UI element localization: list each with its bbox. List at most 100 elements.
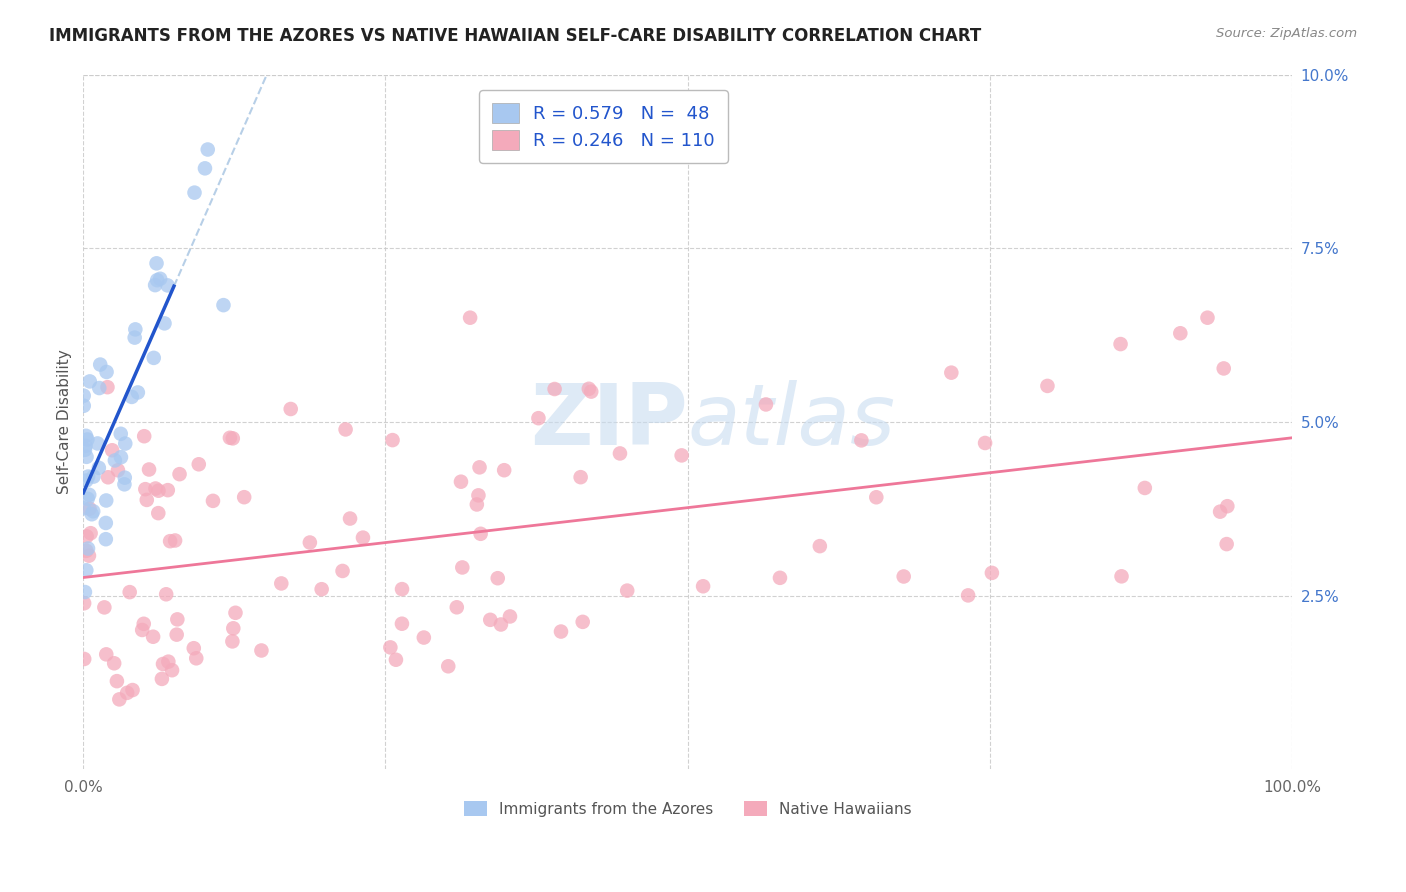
Point: [527, 411, 550, 425]
Point: [76, 491, 98, 506]
Point: [1109, 337, 1132, 351]
Point: [974, 436, 997, 450]
Point: [93, 600, 115, 615]
Point: [75, 429, 97, 443]
Point: [450, 475, 472, 489]
Point: [124, 322, 146, 336]
Point: [479, 613, 502, 627]
Point: [80, 508, 103, 522]
Point: [380, 640, 402, 655]
Point: [155, 587, 177, 601]
Point: [543, 382, 565, 396]
Point: [143, 278, 166, 293]
Point: [437, 659, 460, 673]
Point: [118, 585, 141, 599]
Point: [212, 298, 235, 312]
Point: [157, 655, 180, 669]
Point: [76, 450, 98, 464]
Point: [105, 674, 128, 689]
Point: [79, 526, 101, 541]
Point: [468, 460, 491, 475]
Point: [103, 657, 125, 671]
Point: [142, 630, 165, 644]
Point: [104, 453, 127, 467]
Point: [101, 443, 124, 458]
Point: [412, 631, 434, 645]
Point: [115, 686, 138, 700]
Point: [73, 501, 96, 516]
Point: [332, 564, 354, 578]
Point: [166, 612, 188, 626]
Point: [77, 541, 100, 556]
Text: Source: ZipAtlas.com: Source: ZipAtlas.com: [1216, 27, 1357, 40]
Point: [89, 358, 111, 372]
Point: [150, 672, 173, 686]
Y-axis label: Self-Care Disability: Self-Care Disability: [58, 350, 72, 494]
Point: [465, 498, 488, 512]
Text: ZIP: ZIP: [530, 380, 688, 464]
Point: [339, 511, 361, 525]
Point: [152, 657, 174, 671]
Point: [75, 543, 97, 558]
Point: [941, 366, 963, 380]
Point: [183, 641, 205, 656]
Point: [486, 571, 509, 585]
Point: [1209, 505, 1232, 519]
Point: [142, 351, 165, 365]
Point: [89, 381, 111, 395]
Point: [578, 382, 600, 396]
Point: [77, 469, 100, 483]
Text: atlas: atlas: [688, 380, 896, 464]
Point: [145, 256, 167, 270]
Point: [250, 643, 273, 657]
Point: [183, 186, 205, 200]
Point: [671, 449, 693, 463]
Point: [311, 582, 333, 597]
Point: [893, 569, 915, 583]
Point: [75, 474, 97, 488]
Point: [201, 494, 224, 508]
Point: [187, 457, 209, 471]
Point: [1212, 361, 1234, 376]
Point: [110, 450, 132, 465]
Point: [156, 483, 179, 497]
Point: [219, 431, 242, 445]
Point: [107, 463, 129, 477]
Point: [160, 663, 183, 677]
Point: [446, 600, 468, 615]
Point: [124, 330, 146, 344]
Point: [75, 563, 97, 577]
Point: [77, 549, 100, 563]
Point: [335, 422, 357, 436]
Point: [221, 634, 243, 648]
Point: [609, 446, 631, 460]
Point: [77, 488, 100, 502]
Point: [165, 533, 187, 548]
Point: [94, 516, 117, 530]
Point: [108, 692, 131, 706]
Point: [222, 431, 245, 445]
Point: [149, 272, 172, 286]
Point: [222, 621, 245, 635]
Point: [86, 436, 108, 450]
Point: [808, 539, 831, 553]
Point: [121, 390, 143, 404]
Point: [851, 434, 873, 448]
Point: [571, 615, 593, 629]
Point: [131, 623, 153, 637]
Point: [1111, 569, 1133, 583]
Point: [769, 571, 792, 585]
Point: [298, 535, 321, 549]
Point: [1036, 379, 1059, 393]
Point: [73, 596, 96, 610]
Point: [569, 470, 592, 484]
Point: [186, 651, 208, 665]
Point: [73, 585, 96, 599]
Point: [110, 426, 132, 441]
Point: [755, 397, 778, 411]
Point: [156, 278, 179, 293]
Point: [134, 429, 156, 443]
Point: [980, 566, 1002, 580]
Point: [138, 462, 160, 476]
Point: [280, 402, 302, 417]
